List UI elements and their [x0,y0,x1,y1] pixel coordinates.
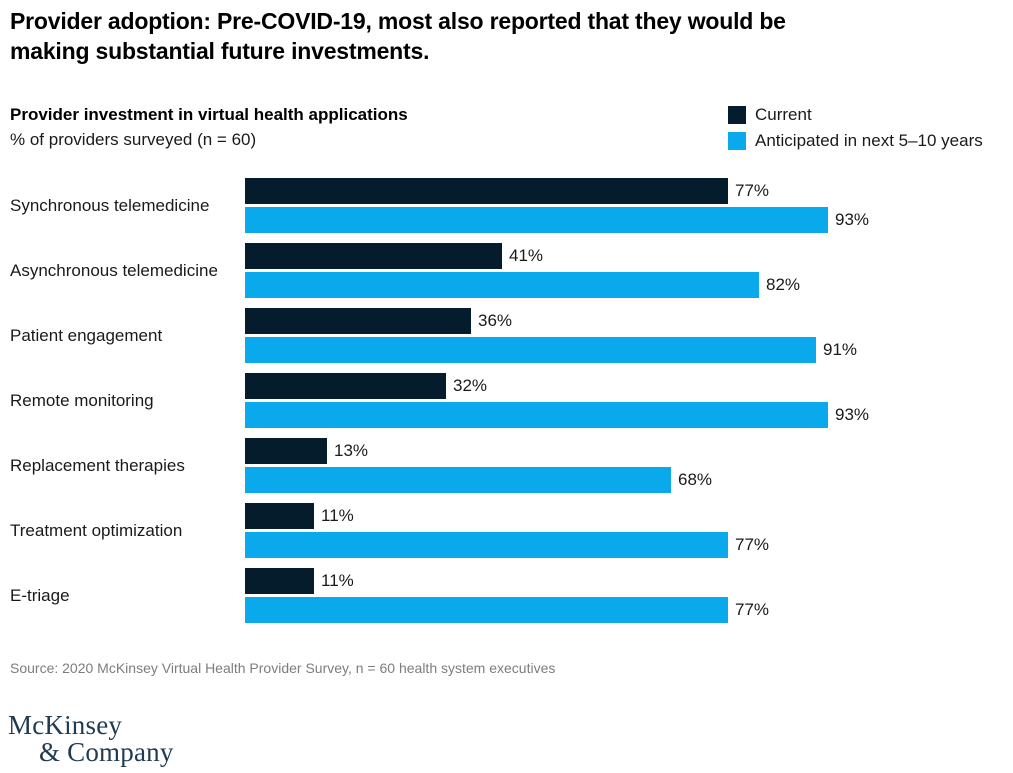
bar-line-anticipated: 93% [245,207,869,233]
bar-line-current: 36% [245,308,857,334]
bar-anticipated-value: 93% [835,405,870,424]
chart-subtitle: % of providers surveyed (n = 60) [10,130,257,149]
bar-group: Treatment optimization 11% 77% [0,503,1013,558]
bar-current-value: 11% [321,506,354,525]
bar-group: Remote monitoring 32% 93% [0,373,1013,428]
legend-swatch-icon [728,132,746,150]
bar-anticipated-value: 77% [735,535,770,554]
bar-current [245,243,502,269]
bar-anticipated-value: 68% [678,470,713,489]
category-label: Asynchronous telemedicine [10,260,218,280]
category-label: Remote monitoring [10,390,154,410]
page-title-line2: making substantial future investments. [10,38,430,64]
bar-pair: 41% 82% [245,243,800,301]
legend-swatch-icon [728,106,746,124]
bar-line-anticipated: 68% [245,467,712,493]
bar-line-anticipated: 91% [245,337,857,363]
bar-pair: 77% 93% [245,178,869,236]
page-title: Provider adoption: Pre-COVID-19, most al… [10,6,960,66]
bar-group: Replacement therapies 13% 68% [0,438,1013,493]
bar-group: E-triage 11% 77% [0,568,1013,623]
category-label: Synchronous telemedicine [10,195,210,215]
category-label: Patient engagement [10,325,163,345]
chart-rows: Synchronous telemedicine 77% 93% Asynchr… [0,178,1013,633]
bar-current [245,373,446,399]
bar-current [245,308,471,334]
legend-item-anticipated: Anticipated in next 5–10 years [728,128,983,154]
logo-line1: McKinsey [8,710,123,740]
legend: Current Anticipated in next 5–10 years [728,102,983,154]
page-title-line1: Provider adoption: Pre-COVID-19, most al… [10,8,786,34]
bar-group: Patient engagement 36% 91% [0,308,1013,363]
bar-line-anticipated: 77% [245,532,769,558]
bar-line-anticipated: 93% [245,402,869,428]
bar-pair: 13% 68% [245,438,712,496]
category-label: Treatment optimization [10,520,183,540]
category-label: E-triage [10,585,70,605]
bar-line-current: 13% [245,438,712,464]
legend-item-current: Current [728,102,983,128]
bar-line-anticipated: 77% [245,597,769,623]
bar-current [245,178,728,204]
category-label: Replacement therapies [10,455,185,475]
bar-line-current: 11% [245,503,769,529]
bar-line-current: 11% [245,568,769,594]
bar-pair: 32% 93% [245,373,869,431]
bar-current-value: 11% [321,571,354,590]
bar-current-value: 77% [735,181,770,200]
bar-anticipated [245,597,728,623]
bar-current [245,568,314,594]
bar-anticipated [245,467,671,493]
bar-anticipated [245,207,828,233]
source-note: Source: 2020 McKinsey Virtual Health Pro… [10,660,556,676]
bar-anticipated-value: 82% [766,275,801,294]
bar-line-anticipated: 82% [245,272,800,298]
bar-current [245,503,314,529]
bar-anticipated-value: 93% [835,210,870,229]
bar-anticipated-value: 91% [823,340,858,359]
bar-current-value: 13% [334,441,369,460]
bar-anticipated [245,337,816,363]
bar-pair: 11% 77% [245,503,769,561]
legend-label: Current [755,105,812,124]
chart-title: Provider investment in virtual health ap… [10,105,408,124]
logo-line2: & Company [39,737,174,767]
bar-group: Synchronous telemedicine 77% 93% [0,178,1013,233]
legend-label: Anticipated in next 5–10 years [755,131,983,150]
bar-group: Asynchronous telemedicine 41% 82% [0,243,1013,298]
bar-line-current: 32% [245,373,869,399]
bar-anticipated [245,402,828,428]
bar-pair: 36% 91% [245,308,857,366]
bar-anticipated [245,532,728,558]
bar-current-value: 41% [509,246,544,265]
bar-anticipated [245,272,759,298]
mckinsey-logo: McKinsey & Company [8,712,174,766]
bar-current-value: 36% [478,311,513,330]
bar-current-value: 32% [453,376,488,395]
bar-pair: 11% 77% [245,568,769,626]
chart-header: Provider investment in virtual health ap… [10,102,650,153]
bar-line-current: 77% [245,178,869,204]
bar-anticipated-value: 77% [735,600,770,619]
bar-line-current: 41% [245,243,800,269]
bar-current [245,438,327,464]
